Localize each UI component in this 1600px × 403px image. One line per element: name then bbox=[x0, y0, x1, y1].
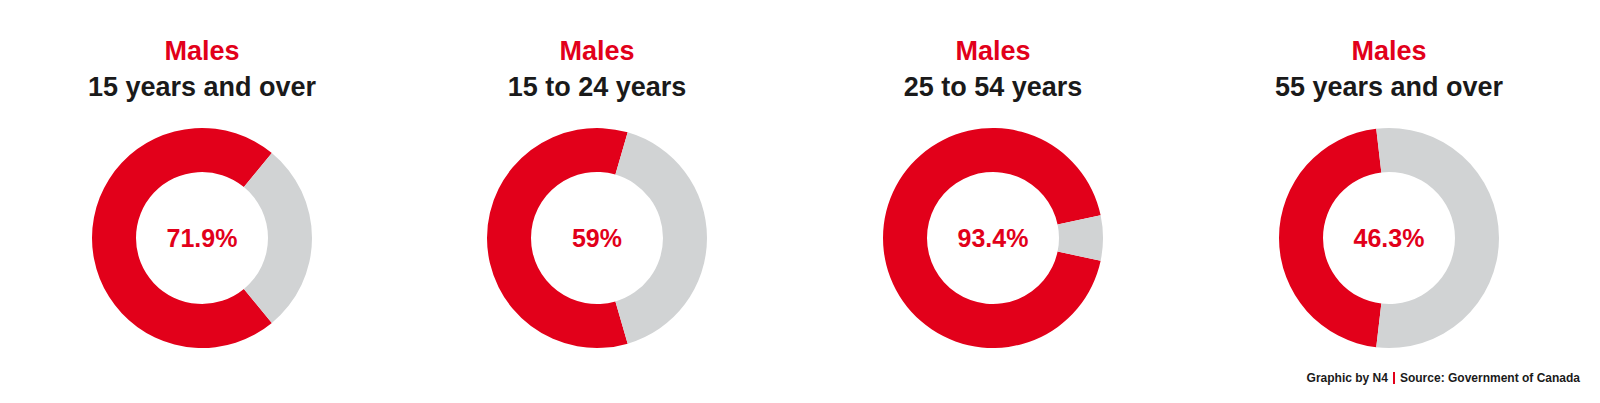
donut-chart: Males 15 to 24 years 59% bbox=[487, 36, 707, 348]
slices bbox=[92, 128, 312, 348]
credit-text: Graphic by N4 bbox=[1307, 371, 1388, 385]
donut-slice bbox=[244, 153, 312, 323]
data-label: 93.4% bbox=[958, 224, 1029, 252]
credit-text: Source: Government of Canada bbox=[1400, 371, 1580, 385]
donut-slice bbox=[1058, 215, 1103, 260]
chart-title: Males bbox=[1351, 36, 1426, 66]
chart-subtitle: 15 to 24 years bbox=[508, 72, 687, 102]
donut-chart: Males 15 years and over 71.9% bbox=[88, 36, 317, 348]
donut-slice bbox=[487, 128, 628, 348]
donut-slice bbox=[92, 128, 272, 348]
separator bbox=[1393, 372, 1395, 384]
chart-subtitle: 25 to 54 years bbox=[904, 72, 1083, 102]
chart-title: Males bbox=[955, 36, 1030, 66]
chart-title: Males bbox=[559, 36, 634, 66]
data-label: 71.9% bbox=[167, 224, 238, 252]
data-label: 46.3% bbox=[1354, 224, 1425, 252]
chart-subtitle: 55 years and over bbox=[1275, 72, 1504, 102]
data-label: 59% bbox=[572, 224, 622, 252]
chart-canvas: Males 15 years and over 71.9% Males 15 to 24… bbox=[0, 0, 1600, 403]
footer: Graphic by N4 Source: Government of Canad… bbox=[1307, 371, 1580, 385]
donut-chart: Males 25 to 54 years 93.4% bbox=[883, 36, 1103, 348]
chart-subtitle: 15 years and over bbox=[88, 72, 317, 102]
slices bbox=[487, 128, 707, 348]
slices bbox=[883, 128, 1103, 348]
chart-title: Males bbox=[164, 36, 239, 66]
donut-chart: Males 55 years and over 46.3% bbox=[1275, 36, 1504, 348]
donut-slice bbox=[615, 132, 707, 343]
slices bbox=[1279, 128, 1499, 348]
